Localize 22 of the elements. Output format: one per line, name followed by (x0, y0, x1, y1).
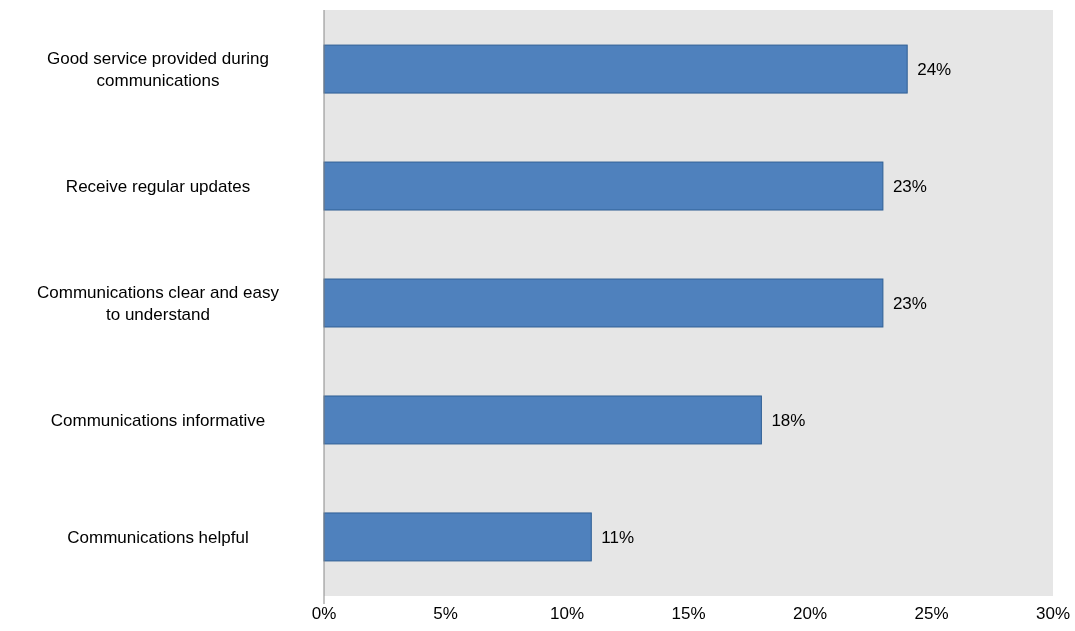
y-tick-label: Communications helpful (67, 527, 249, 547)
y-tick-label: Good service provided during communications (46, 49, 270, 91)
data-label: 23% (892, 293, 927, 313)
x-tick-label: 5% (433, 604, 458, 623)
x-tick-label: 30% (1035, 604, 1071, 623)
bar (323, 161, 884, 211)
bar (323, 44, 908, 94)
bar (323, 395, 762, 445)
data-label: 23% (892, 176, 927, 196)
x-tick-label: 10% (549, 604, 585, 623)
y-tick-label: Communications clear and easy to understand (37, 282, 280, 324)
data-label: 24% (917, 60, 952, 80)
x-tick-label: 20% (792, 604, 828, 623)
data-label: 18% (771, 410, 806, 430)
y-tick-label: Communications informative (50, 410, 266, 430)
bar (323, 512, 592, 562)
data-label: 11% (601, 527, 635, 547)
bar (323, 278, 884, 328)
x-tick-label: 0% (311, 604, 337, 623)
x-tick-label: 15% (671, 604, 706, 623)
y-tick-label: Receive regular updates (65, 176, 251, 196)
x-tick-label: 25% (914, 604, 949, 623)
